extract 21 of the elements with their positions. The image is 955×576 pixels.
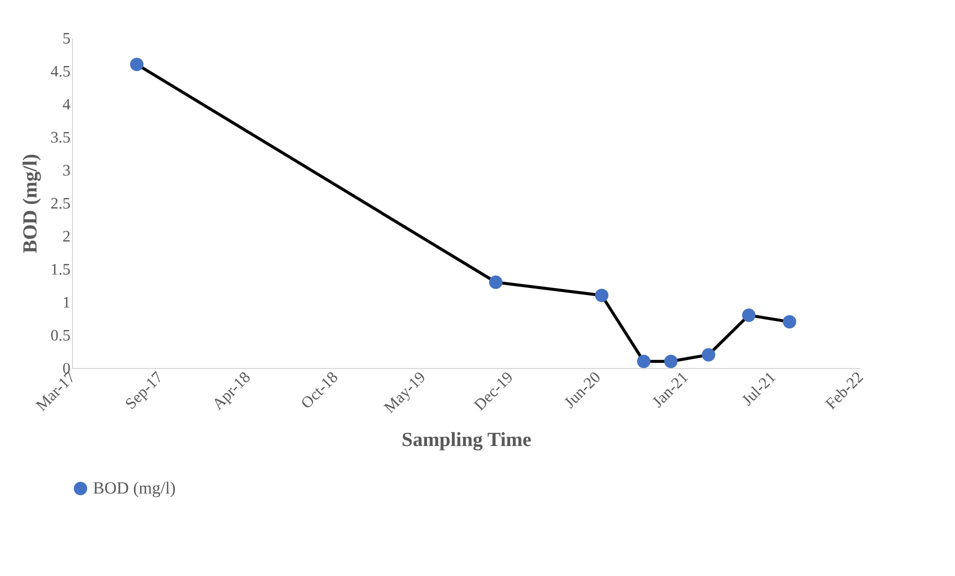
y-tick-label: 2.5	[50, 196, 70, 212]
y-axis-title: BOD (mg/l)	[20, 154, 42, 254]
point	[664, 354, 678, 368]
legend-label: BOD (mg/l)	[93, 478, 176, 498]
point	[595, 288, 608, 302]
point	[637, 354, 650, 368]
y-tick-label: 0.5	[50, 328, 70, 344]
point	[489, 276, 502, 289]
y-tick-label: 1.5	[50, 262, 70, 278]
point	[130, 58, 144, 72]
y-tick-label: 3.5	[50, 130, 70, 146]
x-axis-title: Sampling Time	[402, 428, 532, 451]
point	[782, 315, 796, 328]
point	[742, 308, 756, 322]
y-tick-label: 2	[62, 228, 70, 246]
y-tick-label: 1	[62, 294, 70, 312]
y-tick-label: 3	[62, 162, 70, 180]
y-tick-label: 5	[62, 30, 70, 48]
point	[702, 348, 716, 362]
y-tick-label: 4	[62, 96, 70, 114]
y-tick-label: 4.5	[50, 64, 70, 80]
